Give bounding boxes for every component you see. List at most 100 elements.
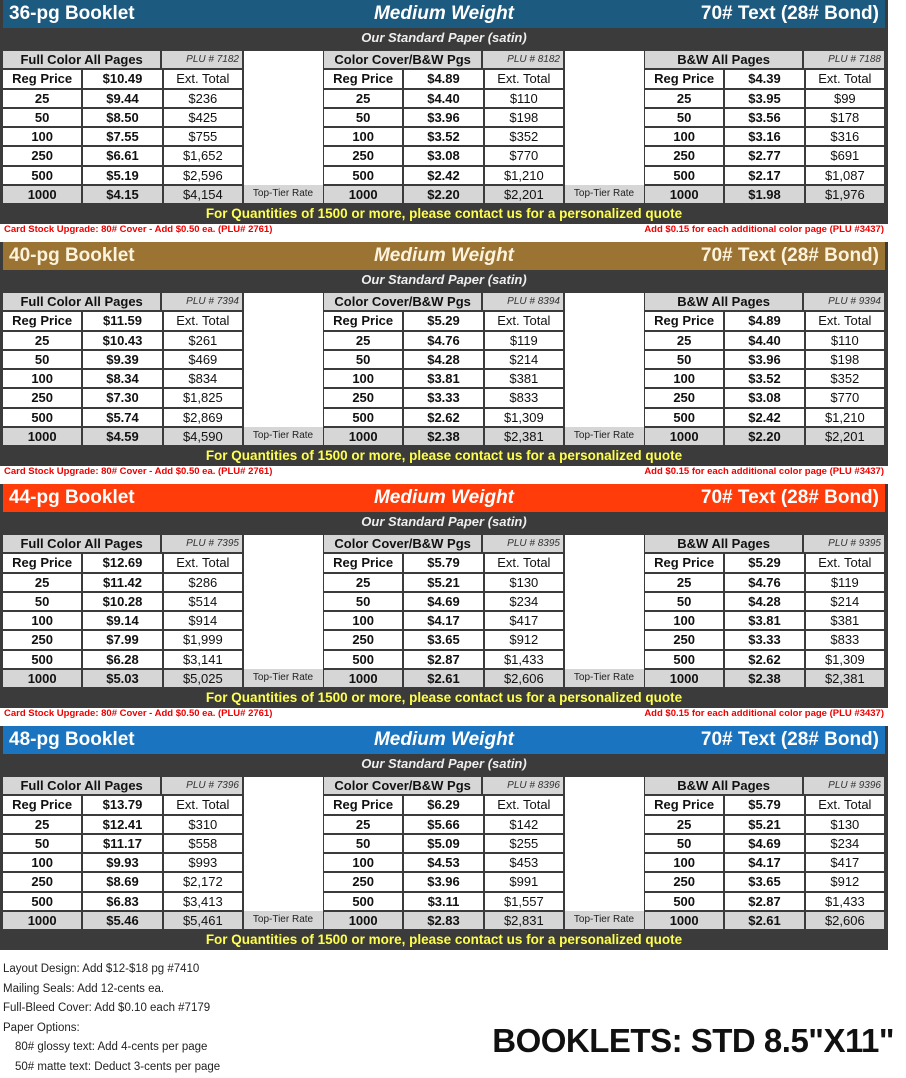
table-row: 1000 $2.61 $2,606 [645, 912, 884, 930]
quantity: 25 [645, 815, 724, 833]
booklet-title: 40-pg Booklet [9, 245, 135, 266]
table-row: 100 $7.55 $755 [3, 128, 242, 146]
ext-total: $198 [805, 350, 884, 369]
top-tier-label: Top-Tier Rate [243, 911, 323, 930]
ext-total: $130 [484, 573, 563, 591]
unit-price: $2.62 [725, 650, 804, 669]
table-row: 1000 $2.20 $2,201 [645, 428, 884, 446]
unit-price: $2.20 [404, 186, 483, 204]
ext-total: $417 [805, 854, 884, 872]
quantity: 1000 [3, 186, 82, 204]
reg-price-value: $4.89 [404, 70, 483, 88]
ext-total-label: Ext. Total [805, 312, 884, 330]
note-line: Full-Bleed Cover: Add $0.10 each #7179 [3, 1002, 211, 1014]
table-row: 250 $3.96 $991 [324, 873, 563, 891]
quote-banner: For Quantities of 1500 or more, please c… [205, 690, 683, 706]
table-row: 25 $4.76 $119 [324, 331, 563, 349]
ext-total: $2,606 [805, 912, 884, 930]
reg-price-row: Reg Price $4.89 Ext. Total [324, 70, 563, 88]
unit-price: $3.96 [404, 108, 483, 127]
reg-price-value: $12.69 [83, 554, 162, 572]
ext-total: $770 [805, 389, 884, 407]
reg-price-label: Reg Price [645, 312, 724, 330]
unit-price: $3.33 [404, 389, 483, 407]
group-header: Full Color All Pages PLU # 7394 [3, 293, 242, 311]
unit-price: $2.61 [725, 912, 804, 930]
reg-price-label: Reg Price [3, 554, 82, 572]
quantity: 250 [3, 389, 82, 407]
group-header: Color Cover/B&W Pgs PLU # 8395 [324, 535, 563, 553]
group-header: B&W All Pages PLU # 7188 [645, 51, 884, 69]
table-row: 25 $5.21 $130 [324, 573, 563, 591]
title-bar: 44-pg Booklet Medium Weight 70# Text (28# … [3, 484, 885, 512]
table-row: 250 $6.61 $1,652 [3, 147, 242, 165]
unit-price: $4.53 [404, 854, 483, 872]
table-row: 500 $2.87 $1,433 [645, 892, 884, 911]
price-group: Color Cover/B&W Pgs PLU # 8396 Reg Price $6… [324, 777, 563, 930]
unit-price: $3.52 [725, 370, 804, 388]
ext-total: $514 [163, 592, 242, 611]
top-tier-label: Top-Tier Rate [243, 185, 323, 204]
reg-price-row: Reg Price $11.59 Ext. Total [3, 312, 242, 330]
unit-price: $3.96 [725, 350, 804, 369]
quantity: 250 [324, 631, 403, 649]
table-row: 500 $5.74 $2,869 [3, 408, 242, 427]
unit-price: $2.87 [725, 892, 804, 911]
ext-total: $2,606 [484, 670, 563, 688]
quantity: 25 [3, 89, 82, 107]
unit-price: $3.52 [404, 128, 483, 146]
reg-price-label: Reg Price [3, 312, 82, 330]
quantity: 1000 [3, 912, 82, 930]
quantity: 250 [3, 147, 82, 165]
group-header: Color Cover/B&W Pgs PLU # 8396 [324, 777, 563, 795]
unit-price: $3.96 [404, 873, 483, 891]
table-row: 250 $7.30 $1,825 [3, 389, 242, 407]
group-name: Color Cover/B&W Pgs [324, 293, 482, 311]
page-heading: BOOKLETS: STD 8.5"X11" [492, 1022, 894, 1059]
table-row: 250 $7.99 $1,999 [3, 631, 242, 649]
quantity: 50 [3, 834, 82, 853]
table-row: 500 $2.17 $1,087 [645, 166, 884, 185]
table-row: 50 $3.96 $198 [324, 108, 563, 127]
reg-price-row: Reg Price $4.89 Ext. Total [645, 312, 884, 330]
group-name: Full Color All Pages [3, 293, 161, 311]
color-page-note: Add $0.15 for each additional color page… [644, 224, 884, 236]
unit-price: $4.76 [725, 573, 804, 591]
note-line: Mailing Seals: Add 12-cents ea. [3, 982, 165, 995]
ext-total: $912 [805, 873, 884, 891]
unit-price: $5.21 [725, 815, 804, 833]
unit-price: $5.46 [83, 912, 162, 930]
quantity: 250 [324, 389, 403, 407]
spacer-column: Top-Tier Rate [243, 293, 323, 446]
spacer-column: Top-Tier Rate [243, 51, 323, 204]
ext-total: $352 [805, 370, 884, 388]
price-group: B&W All Pages PLU # 7188 Reg Price $4.39 Ext… [645, 51, 884, 204]
section-frame: 36-pg Booklet Medium Weight 70# Text (28# … [0, 0, 888, 225]
ext-total: $1,087 [805, 166, 884, 185]
title-bar: 36-pg Booklet Medium Weight 70# Text (28# … [3, 0, 885, 28]
table-row: 100 $4.17 $417 [645, 854, 884, 872]
ext-total: $178 [805, 108, 884, 127]
ext-total: $316 [805, 128, 884, 146]
table-row: 50 $4.28 $214 [645, 592, 884, 611]
plu-code: PLU # 8394 [483, 293, 563, 311]
quantity: 25 [324, 89, 403, 107]
unit-price: $4.76 [404, 331, 483, 349]
reg-price-label: Reg Price [324, 312, 403, 330]
ext-total: $833 [805, 631, 884, 649]
unit-price: $8.50 [83, 108, 162, 127]
ext-total: $381 [805, 612, 884, 630]
unit-price: $11.42 [83, 573, 162, 591]
unit-price: $2.20 [725, 428, 804, 446]
ext-total: $453 [484, 854, 563, 872]
spacer-column: Top-Tier Rate [564, 51, 644, 204]
table-row: 25 $12.41 $310 [3, 815, 242, 833]
ext-total: $755 [163, 128, 242, 146]
table-row: 50 $4.69 $234 [645, 834, 884, 853]
unit-price: $3.11 [404, 892, 483, 911]
table-row: 500 $6.83 $3,413 [3, 892, 242, 911]
note-line: Paper Options: [3, 1021, 80, 1034]
unit-price: $2.42 [404, 166, 483, 185]
unit-price: $2.42 [725, 408, 804, 427]
quantity: 25 [645, 89, 724, 107]
